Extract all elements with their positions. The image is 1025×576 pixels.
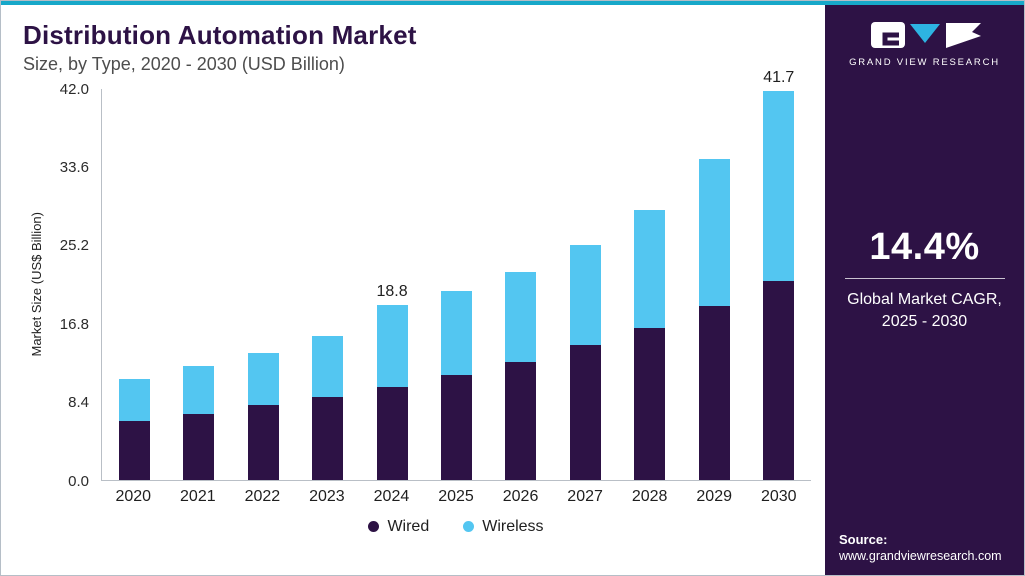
cagr-block: 14.4% Global Market CAGR, 2025 - 2030 bbox=[839, 226, 1010, 332]
page-subtitle: Size, by Type, 2020 - 2030 (USD Billion) bbox=[23, 53, 345, 74]
x-tick-label-2028: 2028 bbox=[631, 487, 668, 505]
bar-2021 bbox=[166, 89, 230, 480]
legend-dot-wireless bbox=[463, 521, 475, 532]
y-tick-label-16.8: 16.8 bbox=[59, 315, 89, 333]
x-tick-label-2029: 2029 bbox=[696, 487, 732, 505]
x-tick-label-2030: 2030 bbox=[760, 487, 797, 505]
bar-2024: 18.8 bbox=[360, 89, 424, 480]
legend-dot-wired bbox=[368, 521, 380, 532]
bar-segment-wireless-2022 bbox=[247, 352, 279, 406]
bar-2029 bbox=[682, 89, 746, 480]
legend-label-wireless: Wireless bbox=[482, 517, 544, 535]
cagr-label-line2: 2025 - 2030 bbox=[881, 312, 968, 330]
bar-segment-wired-2024 bbox=[376, 387, 408, 480]
legend-item-wired: Wired bbox=[368, 518, 429, 536]
bar-2020 bbox=[102, 89, 166, 480]
x-axis-labels: 2020 2021 2022 2023 2024 2025 2026 2027 2028 2029… bbox=[101, 481, 811, 506]
source-block: Source: www.grandviewresearch.com bbox=[839, 532, 1010, 563]
legend-label-wired: Wired bbox=[387, 517, 430, 535]
bar-segment-wireless-2027 bbox=[569, 244, 601, 345]
y-tick-label-8.4: 8.4 bbox=[68, 394, 89, 412]
bar-segment-wireless-2028 bbox=[634, 209, 666, 328]
bar-segment-wireless-2029 bbox=[698, 159, 730, 307]
plot-area: 18.8 41.7 bbox=[101, 69, 811, 481]
source-label: Source: bbox=[839, 532, 888, 547]
x-tick-label-2022: 2022 bbox=[244, 487, 281, 505]
y-tick-label-0.0: 0.0 bbox=[68, 472, 89, 490]
bar-segment-wired-2028 bbox=[634, 327, 666, 480]
gvr-logo: GRAND VIEW RESEARCH bbox=[847, 21, 1003, 68]
cagr-label-line1: Global Market CAGR, bbox=[847, 291, 1002, 308]
page-title: Distribution Automation Market bbox=[23, 20, 417, 50]
bar-segment-wired-2021 bbox=[183, 414, 215, 480]
bar-segment-wired-2029 bbox=[698, 306, 730, 480]
chart: Market Size (US$ Billion) 0.0 8.4 16.8 25.2… bbox=[23, 69, 811, 568]
bar-segment-wireless-2030 bbox=[763, 91, 795, 282]
x-tick-label-2025: 2025 bbox=[438, 487, 474, 505]
bar-2028 bbox=[618, 89, 682, 480]
bar-2030: 41.7 bbox=[747, 69, 811, 480]
legend-item-wireless: Wireless bbox=[463, 517, 544, 536]
bar-2027 bbox=[553, 89, 617, 480]
content: Distribution Automation Market Size, by … bbox=[1, 5, 1024, 575]
x-tick-label-2020: 2020 bbox=[115, 487, 152, 505]
bar-2025 bbox=[424, 89, 488, 480]
x-tick-label-2023: 2023 bbox=[309, 487, 345, 505]
bar-total-label-2030: 41.7 bbox=[763, 69, 795, 87]
cagr-value: 14.4% bbox=[869, 226, 980, 268]
x-tick-label-2027: 2027 bbox=[567, 487, 603, 505]
y-axis-ticks: 0.0 8.4 16.8 25.2 33.6 42.0 bbox=[49, 81, 101, 490]
y-tick-label-33.6: 33.6 bbox=[59, 158, 89, 176]
bar-segment-wired-2022 bbox=[247, 405, 279, 480]
bar-segment-wired-2027 bbox=[569, 344, 601, 480]
y-axis-label-column: Market Size (US$ Billion) bbox=[23, 89, 49, 481]
bar-segment-wireless-2024 bbox=[376, 304, 408, 388]
bar-segment-wireless-2023 bbox=[312, 336, 344, 397]
cagr-label: Global Market CAGR, 2025 - 2030 bbox=[839, 289, 1010, 332]
bar-segment-wireless-2025 bbox=[440, 291, 472, 376]
gvr-logo-text: GRAND VIEW RESEARCH bbox=[849, 57, 1000, 68]
chart-panel: Distribution Automation Market Size, by … bbox=[1, 5, 825, 575]
bar-segment-wireless-2021 bbox=[183, 365, 215, 415]
bar-2026 bbox=[489, 89, 553, 480]
legend: Wired Wireless bbox=[101, 506, 811, 542]
bar-segment-wireless-2026 bbox=[505, 271, 537, 363]
y-axis-title: Market Size (US$ Billion) bbox=[28, 212, 44, 357]
bar-total-label-2024: 18.8 bbox=[376, 282, 408, 300]
x-tick-label-2026: 2026 bbox=[502, 487, 539, 505]
cagr-divider bbox=[844, 278, 1005, 279]
y-tick-label-25.2: 25.2 bbox=[59, 237, 89, 255]
bar-segment-wireless-2020 bbox=[118, 378, 150, 421]
bar-segment-wired-2020 bbox=[118, 420, 150, 480]
plot-row: Market Size (US$ Billion) 0.0 8.4 16.8 25.2… bbox=[23, 69, 811, 490]
bar-2023 bbox=[295, 89, 359, 480]
x-tick-label-2024: 2024 bbox=[373, 487, 410, 505]
sidebar: GRAND VIEW RESEARCH 14.4% Global Market … bbox=[825, 5, 1024, 575]
x-tick-label-2021: 2021 bbox=[180, 487, 216, 505]
bar-segment-wired-2030 bbox=[763, 281, 795, 480]
gvr-logo-mark bbox=[870, 22, 981, 48]
bar-segment-wired-2026 bbox=[505, 362, 537, 480]
bar-2022 bbox=[231, 89, 295, 480]
bar-segment-wired-2025 bbox=[440, 375, 472, 480]
bar-segment-wired-2023 bbox=[312, 396, 344, 480]
y-tick-label-42.0: 42.0 bbox=[59, 80, 89, 98]
source-url: www.grandviewresearch.com bbox=[839, 549, 1002, 563]
top-accent-bar bbox=[1, 1, 1024, 5]
